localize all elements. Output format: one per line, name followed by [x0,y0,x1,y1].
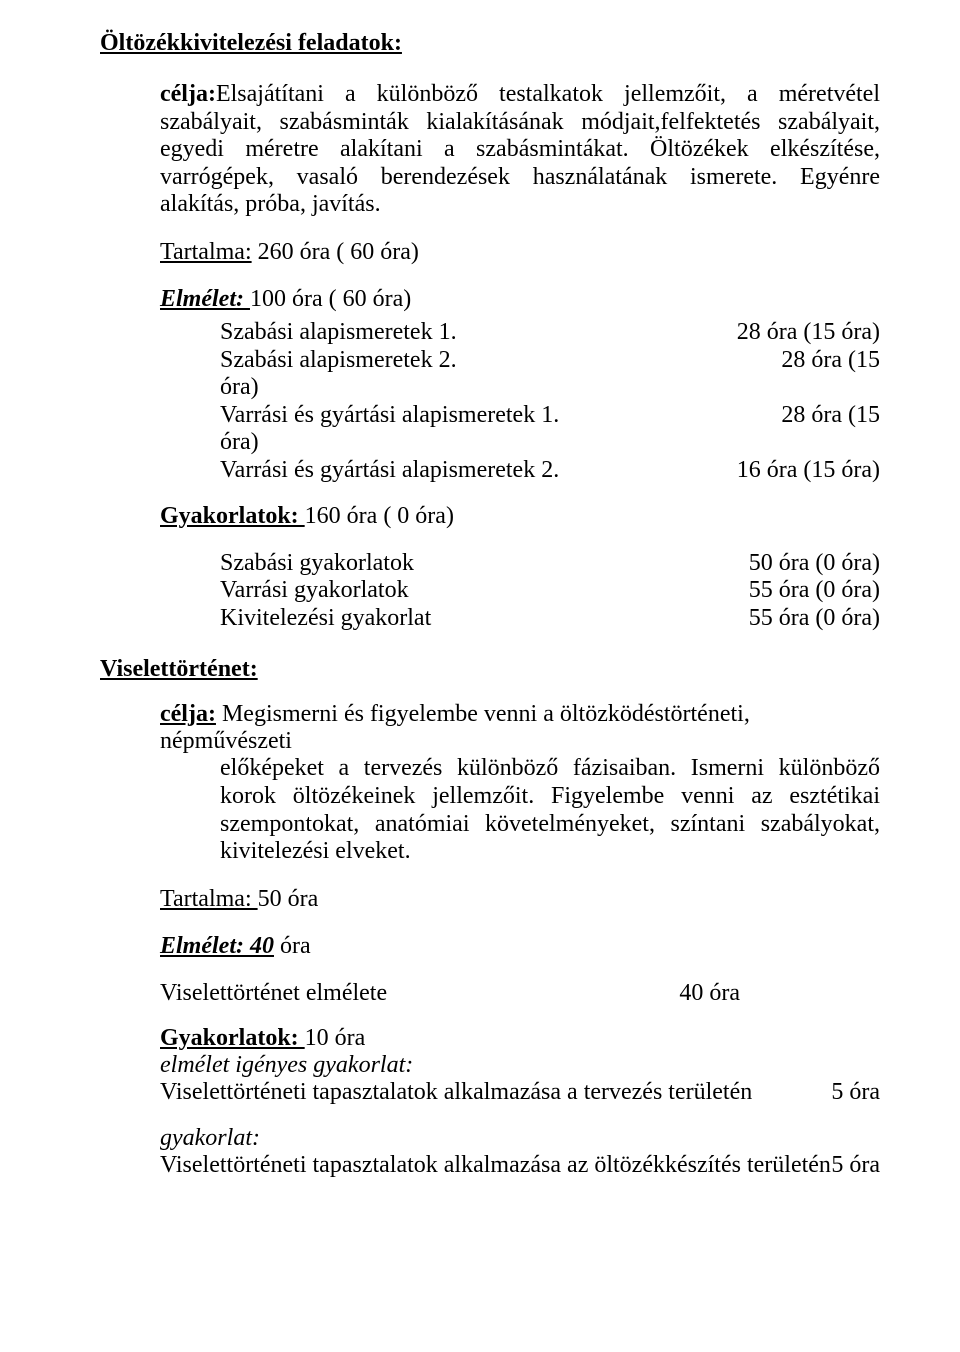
theory-item-label: Viselettörténet elmélete [160,980,387,1008]
theory-item-cont: óra) [220,429,880,457]
practice-value: 10 óra [305,1025,366,1051]
practice-item: Varrási gyakorlatok 55 óra (0 óra) [220,577,880,605]
content-value: 50 óra [258,886,319,912]
section2-title: Viselettörténet: [100,656,880,683]
goal-label: célja: [160,701,216,727]
theory-item: Varrási és gyártási alapismeretek 1. 28 … [220,402,880,457]
theory-label: Elmélet: 40 [160,933,274,959]
content-value: 260 óra ( 60 óra) [252,239,419,265]
section1-theory-list: Szabási alapismeretek 1. 28 óra (15 óra)… [100,319,880,485]
practice-sub-italic: elmélet igényes gyakorlat: [160,1052,880,1079]
practice-row-label: Viselettörténeti tapasztalatok alkalmazá… [160,1152,831,1180]
section1-goal: célja:Elsajátítani a különböző testalkat… [160,81,880,219]
practice-item-value: 55 óra (0 óra) [749,577,880,605]
section1-title: Öltözékkivitelezési feladatok: [100,30,880,57]
theory-item: Szabási alapismeretek 2. 28 óra (15 óra) [220,347,880,402]
section1-practice-list: Szabási gyakorlatok 50 óra (0 óra) Varrá… [100,550,880,633]
theory-value: 100 óra ( 60 óra) [250,286,411,312]
theory-item-value: 28 óra (15 [781,347,880,375]
practice-row-value: 5 óra [831,1079,880,1107]
theory-item-label: Varrási és gyártási alapismeretek 2. [220,457,559,485]
section1-content-line: Tartalma: 260 óra ( 60 óra) [160,239,880,266]
theory-suffix: óra [274,933,311,959]
practice-item: Szabási gyakorlatok 50 óra (0 óra) [220,550,880,578]
theory-item-label: Varrási és gyártási alapismeretek 1. [220,402,559,430]
theory-item: Varrási és gyártási alapismeretek 2. 16 … [220,457,880,485]
section2-theory-heading: Elmélet: 40 óra [160,933,880,960]
practice-label: Gyakorlatok: [160,503,305,529]
practice-item: Kivitelezési gyakorlat 55 óra (0 óra) [220,605,880,633]
section2-practice-row2: Viselettörténeti tapasztalatok alkalmazá… [160,1152,880,1180]
section1-practice-heading: Gyakorlatok: 160 óra ( 0 óra) [160,503,880,530]
section2-goal-rest: előképeket a tervezés különböző fázisaib… [220,755,880,865]
content-label: Tartalma: [160,239,252,265]
theory-item-label: Szabási alapismeretek 1. [220,319,457,347]
section2-theory-item: Viselettörténet elmélete 40 óra [160,980,880,1008]
practice-item-label: Varrási gyakorlatok [220,577,409,605]
practice-sub2-italic: gyakorlat: [160,1125,880,1152]
theory-item-value: 28 óra (15 [781,402,880,430]
theory-item-label: Szabási alapismeretek 2. [220,347,457,375]
practice-label: Gyakorlatok: [160,1025,305,1051]
section2-practice-heading: Gyakorlatok: 10 óra [160,1025,880,1052]
theory-label: Elmélet: [160,286,250,312]
section1-theory-heading: Elmélet: 100 óra ( 60 óra) [160,286,880,313]
practice-value: 160 óra ( 0 óra) [305,503,454,529]
practice-row-label: Viselettörténeti tapasztalatok alkalmazá… [160,1079,752,1107]
practice-item-value: 55 óra (0 óra) [749,605,880,633]
practice-item-value: 50 óra (0 óra) [749,550,880,578]
theory-item-value: 16 óra (15 óra) [737,457,880,485]
practice-row-value: 5 óra [831,1152,880,1180]
theory-item-cont: óra) [220,374,880,402]
theory-item: Szabási alapismeretek 1. 28 óra (15 óra) [220,319,880,347]
goal-text-first: Megismerni és figyelembe venni a öltözkö… [160,701,750,754]
goal-text: Elsajátítani a különböző testalkatok jel… [160,81,880,217]
goal-label: célja: [160,81,216,107]
section2-practice-row1: Viselettörténeti tapasztalatok alkalmazá… [160,1079,880,1107]
content-label: Tartalma: [160,886,258,912]
practice-item-label: Szabási gyakorlatok [220,550,414,578]
theory-item-value: 40 óra [679,980,740,1008]
practice-item-label: Kivitelezési gyakorlat [220,605,431,633]
theory-item-value: 28 óra (15 óra) [737,319,880,347]
document-page: Öltözékkivitelezési feladatok: célja:Els… [0,0,960,1219]
section2-goal-line1: célja: Megismerni és figyelembe venni a … [160,701,880,755]
section2-content-line: Tartalma: 50 óra [160,886,880,913]
